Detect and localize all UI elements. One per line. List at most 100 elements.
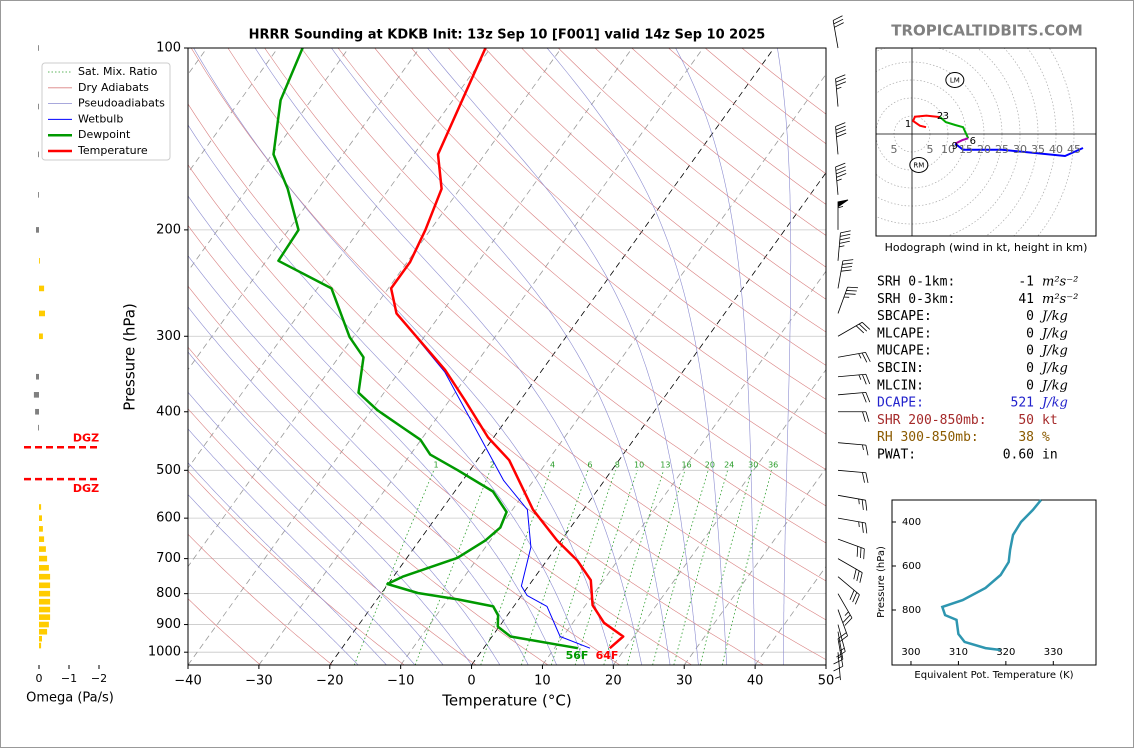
hodograph-ring-label: 5	[891, 143, 898, 156]
pseudoadiabat	[546, 48, 728, 665]
y-tick-label: 800	[156, 586, 181, 601]
x-tick-label: −30	[245, 674, 272, 689]
wind-barb	[837, 517, 868, 534]
isotherm	[188, 48, 420, 371]
stat-unit: in	[1042, 448, 1058, 463]
wind-barb	[837, 230, 851, 261]
omega-bar	[39, 635, 42, 642]
chart-title: HRRR Sounding at KDKB Init: 13z Sep 10 […	[249, 28, 766, 43]
isotherm	[400, 73, 826, 665]
wind-barb	[838, 411, 870, 422]
hodograph-ring-label: 5	[927, 143, 934, 156]
hodograph-height-label: 6	[970, 136, 976, 147]
hodograph-trace	[911, 114, 941, 129]
hodograph-ring-label: 45	[1067, 143, 1081, 156]
pseudoadiabat	[188, 195, 557, 665]
pseudoadiabat	[188, 306, 501, 665]
y-tick-label: 700	[156, 551, 181, 566]
pseudoadiabat	[331, 48, 671, 665]
storm-motion-marker	[909, 156, 929, 173]
stat-unit: m²s⁻²	[1042, 275, 1078, 290]
hodograph-height-label: 2	[937, 111, 943, 122]
stat-label: SRH 0-1km:	[877, 275, 955, 290]
x-tick-label: 30	[676, 674, 693, 689]
pseudoadiabat	[193, 48, 614, 665]
wind-barb	[837, 576, 860, 605]
stat-label: SBCAPE:	[877, 309, 932, 324]
x-axis-label: Temperature (°C)	[441, 692, 571, 710]
dry-adiabat	[301, 48, 826, 507]
dry-adiabat	[264, 48, 826, 544]
omega-bar	[35, 408, 39, 415]
stat-unit: J/kg	[1039, 309, 1068, 324]
x-tick-label: −20	[316, 674, 343, 689]
dry-adiabat	[411, 48, 826, 400]
y-tick-label: 200	[156, 222, 181, 237]
dry-adiabat	[190, 48, 826, 621]
omega-bar	[38, 151, 39, 158]
storm-motion-marker	[945, 72, 965, 88]
omega-bar	[39, 598, 51, 605]
mixing-ratio-label: 4	[550, 461, 555, 470]
surface-label: 64F	[596, 649, 619, 662]
x-tick-label: 40	[747, 674, 764, 689]
isotherm	[542, 270, 826, 665]
x-tick-label: −10	[387, 674, 414, 689]
pseudoadiabat	[188, 391, 444, 665]
stat-value: 50	[1018, 413, 1034, 428]
legend-label: Dewpoint	[78, 128, 131, 141]
mixing-ratio-line	[652, 470, 709, 665]
storm-motion-label: LM	[950, 77, 960, 85]
legend-box	[41, 62, 171, 161]
pseudoadiabat	[188, 494, 359, 665]
profile-line	[272, 48, 579, 650]
hodograph-ring-label: 40	[1049, 143, 1063, 156]
pseudoadiabat	[777, 48, 792, 665]
x-tick-label: 20	[605, 674, 622, 689]
y-tick-label: 500	[156, 463, 181, 478]
wind-barb	[837, 199, 849, 230]
isotherm	[471, 172, 826, 665]
pseudoadiabat	[188, 462, 387, 665]
pseudoadiabat	[188, 351, 472, 665]
mixing-ratio-line	[574, 470, 638, 665]
mixing-ratio-line	[521, 470, 589, 665]
theta-e-x-label: Equivalent Pot. Temperature (K)	[914, 670, 1073, 681]
stat-value: -1	[1018, 275, 1034, 290]
theta-e-x-tick-label: 310	[949, 647, 968, 658]
surface-label: 56F	[566, 649, 589, 662]
dry-adiabat	[188, 470, 405, 665]
dry-adiabat	[521, 48, 826, 300]
mixing-ratio-line	[673, 470, 728, 665]
omega-bar	[39, 536, 45, 542]
mixing-ratio-label: 24	[724, 461, 734, 470]
hodograph-trace	[939, 116, 970, 139]
omega-bar	[38, 192, 39, 198]
hodograph-trace	[954, 137, 969, 145]
mixing-ratio-line	[550, 470, 616, 665]
mixing-ratio-line	[414, 470, 491, 665]
theta-e-frame	[891, 499, 1097, 666]
stat-unit: %	[1042, 430, 1050, 445]
isotherm	[329, 48, 775, 665]
hodograph-height-label: 3	[943, 111, 949, 122]
wind-barb	[837, 494, 868, 511]
mixing-ratio-line	[699, 470, 753, 665]
mixing-ratio-line	[626, 470, 686, 665]
omega-bar	[39, 565, 49, 571]
omega-bar	[39, 310, 45, 317]
legend-label: Dry Adiabats	[78, 81, 149, 94]
wind-barb	[833, 638, 844, 672]
hodograph-ring-label: 25	[995, 143, 1009, 156]
stat-value: 521	[1011, 396, 1034, 411]
y-tick-label: 300	[156, 329, 181, 344]
legend-label: Temperature	[77, 144, 148, 157]
wind-barb	[837, 469, 869, 484]
hodograph-height-label: 9	[952, 141, 958, 152]
wind-barb	[835, 122, 847, 155]
mixing-ratio-label: 6	[587, 461, 592, 470]
mixing-ratio-label: 16	[681, 461, 691, 470]
stat-unit: J/kg	[1039, 344, 1068, 359]
wind-barb	[837, 321, 871, 337]
